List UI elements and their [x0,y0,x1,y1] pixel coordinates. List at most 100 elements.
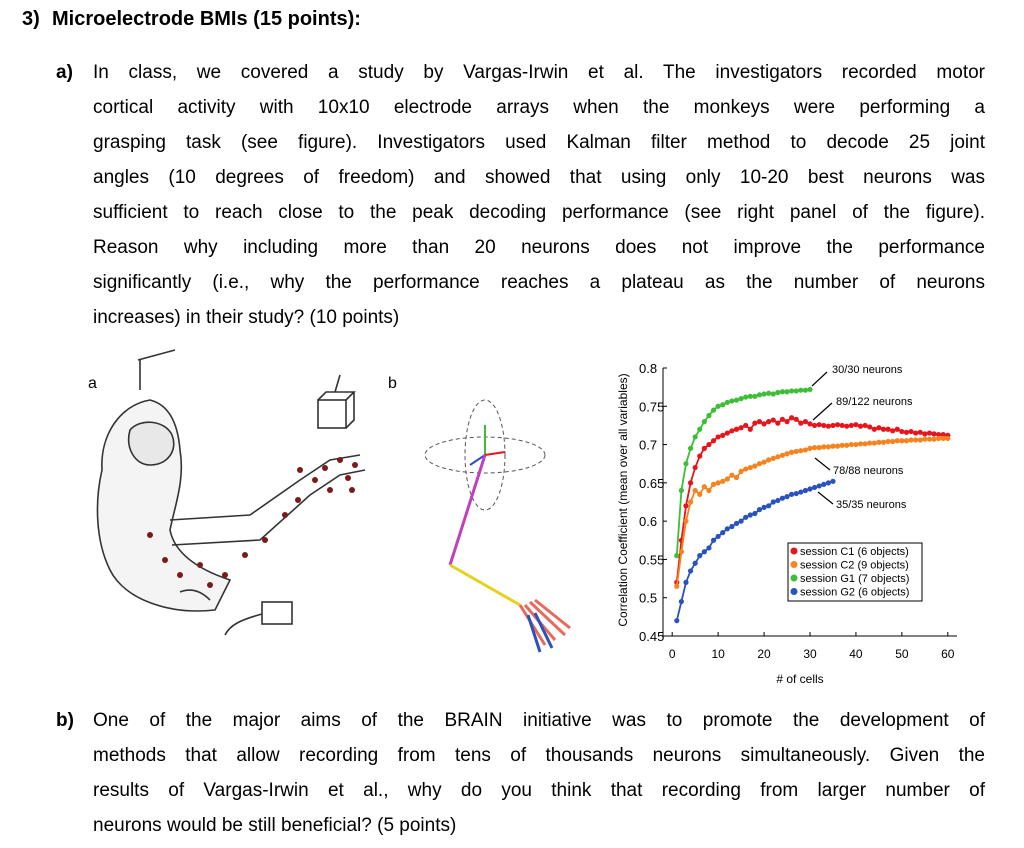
data-point [678,549,684,555]
data-point [894,438,900,444]
data-point [738,518,744,524]
text-line: Reason why including more than 20 neuron… [93,237,985,258]
data-point [743,466,749,472]
y-tick-label: 0.8 [639,361,657,376]
data-point [798,387,804,393]
data-point [899,428,905,435]
data-point [807,445,813,451]
data-point [724,430,730,436]
data-point [756,392,763,398]
data-point [940,432,946,438]
data-point [715,434,721,440]
data-point [931,431,937,437]
data-point [775,420,781,426]
data-point [756,461,763,467]
data-point [816,483,822,489]
data-point [908,437,914,443]
data-point [729,398,735,404]
data-point [738,396,744,402]
annotation-arrow [812,402,833,421]
y-tick-label: 0.45 [639,629,664,644]
legend-marker [790,574,798,582]
panel-label: b [388,375,397,392]
y-tick-label: 0.5 [639,591,657,606]
data-point [857,441,864,447]
data-point [706,487,712,494]
data-point [779,452,786,458]
data-point [844,442,850,448]
y-tick-label: 0.65 [639,476,664,491]
data-point [775,454,781,460]
data-point [926,436,933,442]
data-point [692,560,698,566]
text-line: methods that allow recording from tens o… [93,745,985,766]
data-point [674,583,680,589]
data-point [885,438,891,445]
data-point [834,422,841,428]
data-point [761,459,767,465]
data-point [913,437,919,443]
y-tick-label: 0.6 [639,514,657,529]
data-point [825,444,831,450]
data-point [724,526,730,532]
data-point [830,443,836,449]
data-point [807,486,813,492]
data-point [871,426,877,432]
data-point [922,431,928,437]
data-point [830,478,836,484]
annotation-arrow [817,491,834,505]
data-point [798,448,804,454]
data-point [922,436,928,442]
question-title: Microelectrode BMIs (15 points): [52,8,361,30]
x-tick-label: 10 [711,647,725,661]
data-point [908,428,914,435]
data-point [715,403,721,409]
data-point [825,423,831,429]
data-point [724,399,730,406]
data-point [945,435,951,442]
data-point [784,419,790,425]
data-point [710,537,717,543]
data-point [761,504,767,510]
data-point [821,422,827,429]
y-tick-label: 0.75 [639,399,664,414]
data-point [802,419,809,425]
data-point [903,429,910,435]
annotation: 78/88 neurons [833,465,904,477]
text-line: sufficient to reach close to the peak de… [93,202,985,223]
data-point [936,432,942,438]
data-point [733,520,740,527]
figure: a b 0.45 0.5 0.55 0.6 0.65 0.7 0.75 0.8 0 10 20 30 4… [88,349,957,686]
data-point [756,507,763,513]
data-point [761,421,767,427]
data-point [687,568,694,574]
data-point [747,464,753,471]
data-point [720,478,726,484]
data-point [706,545,712,551]
data-point [678,598,684,605]
text-line: One of the major aims of the BRAIN initi… [93,710,985,731]
text-line: results of Vargas-Irwin et al., why do y… [93,780,985,801]
data-point [811,484,818,491]
data-point [738,425,744,431]
data-point [839,422,845,429]
data-point [697,453,703,459]
data-point [697,491,703,497]
data-point [807,421,813,427]
x-axis-label: # of cells [776,672,823,686]
data-point [715,533,721,540]
data-point [936,435,942,442]
text-line: grasping task (see figure). Investigator… [93,132,985,153]
data-point [816,422,822,428]
data-point [890,438,896,445]
legend-marker [790,588,798,595]
data-point [770,391,776,397]
data-point [674,618,680,624]
legend-marker [790,561,798,568]
data-point [752,510,758,517]
data-point [766,390,772,396]
data-point [766,457,772,463]
x-tick-label: 30 [803,647,817,661]
y-tick-label: 0.7 [639,438,657,453]
